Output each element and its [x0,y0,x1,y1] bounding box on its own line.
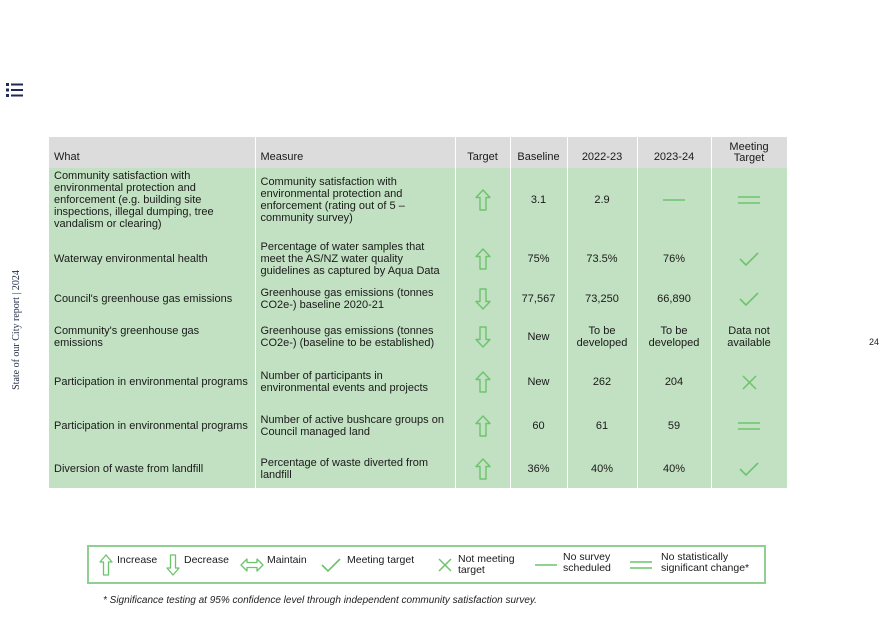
arrow-up-icon [474,248,491,270]
cell-what: Participation in environmental programs [49,362,256,402]
header-target: Target [455,137,511,168]
cell-2023-24: 40% [637,450,712,488]
check-icon [321,558,341,573]
cell-what: Participation in environmental programs [49,402,256,450]
cell-meeting-target [711,286,788,312]
table-row: Waterway environmental health Percentage … [49,232,788,286]
cell-measure: Greenhouse gas emissions (tonnes CO2e-) … [255,286,456,312]
cell-target [455,362,511,402]
arrow-down-icon [474,326,491,348]
cell-baseline: New [510,312,568,362]
cell-measure: Number of active bushcare groups on Coun… [255,402,456,450]
cell-2023-24: 204 [637,362,712,402]
cell-2023-24: 66,890 [637,286,712,312]
cell-target [455,286,511,312]
cell-measure: Greenhouse gas emissions (tonnes CO2e-) … [255,312,456,362]
header-what: What [49,137,256,168]
legend-not-meeting: Not meeting target [438,550,520,580]
cell-2022-23: 2.9 [567,168,638,232]
cell-meeting-target [711,362,788,402]
cell-target [455,312,511,362]
arrow-down-icon [474,288,491,310]
cell-2022-23: 40% [567,450,638,488]
check-icon [739,462,759,477]
cell-what: Diversion of waste from landfill [49,450,256,488]
arrow-up-icon [474,415,491,437]
cell-meeting-target: Data not available [711,312,788,362]
cell-2023-24: 59 [637,402,712,450]
legend: Increase Decrease Maintain Meeting targe… [87,545,766,584]
cell-measure: Number of participants in environmental … [255,362,456,402]
cell-meeting-target [711,450,788,488]
cell-measure: Percentage of water samples that meet th… [255,232,456,286]
dash-icon [663,199,685,201]
check-icon [739,292,759,307]
cell-meeting-target [711,402,788,450]
legend-no-survey: No survey scheduled [535,550,619,580]
legend-increase: Increase [99,550,157,580]
table-row: Participation in environmental programs N… [49,402,788,450]
cell-baseline: 75% [510,232,568,286]
equals-icon [738,196,760,204]
table-row: Community satisfaction with environmenta… [49,168,788,232]
legend-no-change: No statistically significant change* [630,550,766,580]
cell-measure: Community satisfaction with environmenta… [255,168,456,232]
cell-2022-23: 73,250 [567,286,638,312]
cell-baseline: 60 [510,402,568,450]
cell-baseline: 3.1 [510,168,568,232]
header-meeting-target: Meeting Target [711,137,788,168]
table-row: Participation in environmental programs N… [49,362,788,402]
cell-what: Community satisfaction with environmenta… [49,168,256,232]
page-number: 24 [869,337,880,347]
cell-what: Waterway environmental health [49,232,256,286]
arrow-up-icon [474,189,491,211]
list-icon[interactable] [6,82,24,98]
cell-2022-23: 73.5% [567,232,638,286]
equals-icon [738,422,760,430]
cell-2023-24 [637,168,712,232]
cross-icon [438,558,452,572]
arrow-up-icon [474,371,491,393]
cell-target [455,168,511,232]
cell-meeting-target [711,232,788,286]
cell-target [455,402,511,450]
check-icon [739,252,759,267]
header-2023-24: 2023-24 [637,137,712,168]
legend-meeting: Meeting target [321,550,414,580]
cell-2022-23: 61 [567,402,638,450]
cell-measure: Percentage of waste diverted from landfi… [255,450,456,488]
cell-baseline: 36% [510,450,568,488]
cell-2022-23: To be developed [567,312,638,362]
cell-what: Community's greenhouse gas emissions [49,312,256,362]
table-row: Diversion of waste from landfill Percenta… [49,450,788,488]
cell-meeting-target [711,168,788,232]
footnote: * Significance testing at 95% confidence… [103,595,537,606]
header-2022-23: 2022-23 [567,137,638,168]
cell-2023-24: To be developed [637,312,712,362]
side-label: State of our City report | 2024 [11,270,22,390]
cell-2023-24: 76% [637,232,712,286]
cell-target [455,450,511,488]
table-row: Community's greenhouse gas emissions Gree… [49,312,788,362]
cell-baseline: New [510,362,568,402]
table-header-row: What Measure Target Baseline 2022-23 202… [49,137,788,168]
dash-icon [535,564,557,566]
arrow-down-icon [166,554,180,576]
cross-icon [741,374,757,390]
arrow-up-icon [99,554,113,576]
cell-2022-23: 262 [567,362,638,402]
header-measure: Measure [255,137,456,168]
arrow-left-right-icon [240,558,264,572]
cell-baseline: 77,567 [510,286,568,312]
legend-maintain: Maintain [240,550,307,580]
equals-icon [630,561,652,569]
header-baseline: Baseline [510,137,568,168]
cell-what: Council's greenhouse gas emissions [49,286,256,312]
kpi-table: What Measure Target Baseline 2022-23 202… [49,137,788,488]
table-row: Council's greenhouse gas emissions Greenh… [49,286,788,312]
cell-target [455,232,511,286]
legend-decrease: Decrease [166,550,229,580]
arrow-up-icon [474,458,491,480]
